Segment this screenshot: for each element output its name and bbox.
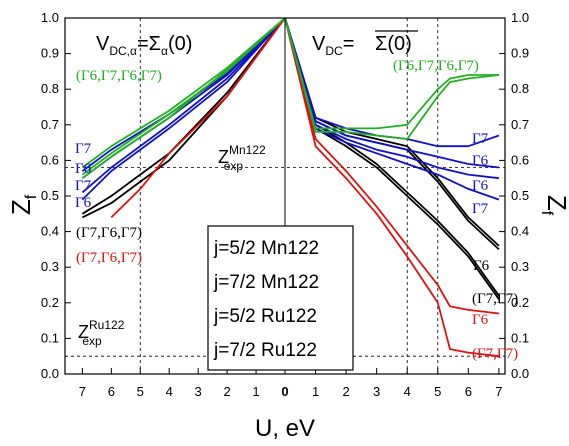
x-axis-title: U, eV bbox=[255, 415, 315, 442]
x-tick-label-left: 2 bbox=[223, 384, 230, 399]
x-tick-label-left: 0 bbox=[281, 384, 288, 399]
y-tick-label-left: 0.5 bbox=[41, 188, 59, 203]
y-tick-label-right: 0.2 bbox=[511, 295, 529, 310]
series-line-18 bbox=[284, 17, 500, 358]
series-line-6 bbox=[110, 17, 286, 219]
y-tick-label-left: 0.4 bbox=[41, 224, 59, 239]
y-tick-label-left: 0.2 bbox=[41, 295, 59, 310]
annotation-right: Γ6 bbox=[472, 312, 489, 328]
legend-entry: j=5/2 Mn122 bbox=[213, 238, 319, 259]
annotation-right: Γ6 bbox=[472, 153, 489, 169]
annotation-right: (Γ6,Γ7,Γ6,Γ7) bbox=[393, 58, 479, 74]
y-axis-title-left: Zf bbox=[6, 194, 40, 215]
x-tick-label-left: 3 bbox=[195, 384, 202, 399]
y-tick-label-left: 0.9 bbox=[41, 46, 59, 61]
y-tick-label-left: 0.7 bbox=[41, 117, 59, 132]
y-tick-label-right: 0.6 bbox=[511, 152, 529, 167]
x-tick-label-right: 4 bbox=[404, 384, 411, 399]
legend-box bbox=[207, 225, 354, 371]
x-tick-label-left: 5 bbox=[137, 384, 144, 399]
guide-lines bbox=[65, 18, 505, 374]
y-tick-label-right: 0.4 bbox=[511, 224, 529, 239]
annotation-left: (Γ7,Γ6,Γ7) bbox=[76, 225, 142, 241]
x-tick-label-right: 7 bbox=[495, 384, 502, 399]
y-tick-label-left: 0.8 bbox=[41, 81, 59, 96]
y-tick-label-right: 0.8 bbox=[511, 81, 529, 96]
x-tick-label-left: 7 bbox=[79, 384, 86, 399]
series-line-21 bbox=[284, 17, 500, 140]
series-line-15 bbox=[284, 17, 500, 169]
x-tick-label-left: 1 bbox=[252, 384, 259, 399]
annotation-left: (Γ6,Γ7,Γ6,Γ7) bbox=[76, 68, 162, 84]
y-axis-title-right: Zf bbox=[538, 195, 569, 216]
y-tick-label-right: 0.3 bbox=[511, 259, 529, 274]
series-line-16 bbox=[284, 17, 500, 180]
legend-entry: j=7/2 Ru122 bbox=[213, 340, 317, 361]
annotation-right: (Γ7,Γ7) bbox=[472, 346, 518, 362]
x-tick-label-left: 6 bbox=[108, 384, 115, 399]
x-tick-label-right: 1 bbox=[312, 384, 319, 399]
reference-label-mn122: ZMn122 exp bbox=[218, 143, 266, 173]
y-tick-label-left: 0.6 bbox=[41, 152, 59, 167]
y-tick-label-right: 0.1 bbox=[511, 330, 529, 345]
series-line-9 bbox=[81, 17, 286, 179]
x-tick-label-right: 2 bbox=[342, 384, 349, 399]
series-layer bbox=[81, 17, 500, 358]
y-tick-label-right: 0.9 bbox=[511, 46, 529, 61]
annotation-right: (Γ7,Γ7) bbox=[472, 291, 518, 307]
annotation-left: Γ7 bbox=[75, 141, 92, 157]
y-tick-label-right: 0.0 bbox=[511, 366, 529, 381]
panel-title-left: VDC,α=Σα(0) bbox=[96, 33, 192, 58]
y-tick-label-right: 1.0 bbox=[511, 10, 529, 25]
y-tick-label-left: 0.0 bbox=[41, 366, 59, 381]
reference-label-ru122: ZRu122 exp bbox=[78, 318, 125, 348]
y-tick-label-right: 0.7 bbox=[511, 117, 529, 132]
x-tick-label-left: 4 bbox=[166, 384, 173, 399]
series-line-20 bbox=[284, 17, 499, 130]
annotation-left: Γ7 bbox=[75, 178, 92, 194]
annotation-left: Γ6 bbox=[75, 195, 92, 211]
legend-entry: j=7/2 Mn122 bbox=[213, 272, 319, 293]
y-tick-label-left: 0.3 bbox=[41, 259, 59, 274]
x-tick-label-right: 3 bbox=[373, 384, 380, 399]
y-tick-label-right: 0.5 bbox=[511, 188, 529, 203]
annotation-right: Γ6 bbox=[473, 258, 490, 274]
x-tick-label-right: 5 bbox=[434, 384, 441, 399]
labels-layer: 0.0 0.0 0.1 0.1 0.2 0.2 0.3 0.3 0.4 0.4 0.5 0.5 0.6 0… bbox=[6, 10, 569, 442]
legend-entry: j=5/2 Ru122 bbox=[213, 306, 317, 327]
y-tick-label-left: 1.0 bbox=[41, 10, 59, 25]
panel-title-right-overline: Σ(0) bbox=[375, 33, 412, 55]
annotation-left: (Γ7,Γ6,Γ7) bbox=[76, 250, 142, 266]
annotation-left: Γ6 bbox=[75, 161, 92, 177]
series-line-19 bbox=[284, 17, 500, 315]
x-tick-label-right: 6 bbox=[465, 384, 472, 399]
annotation-right: Γ6 bbox=[472, 178, 489, 194]
panel-title-right: VDC= bbox=[312, 33, 354, 58]
series-line-17 bbox=[284, 17, 500, 201]
series-line-5 bbox=[81, 17, 286, 201]
series-line-3 bbox=[81, 17, 286, 194]
annotation-right: Γ7 bbox=[472, 201, 489, 217]
annotation-right: Γ7 bbox=[472, 131, 489, 147]
y-tick-label-left: 0.1 bbox=[41, 330, 59, 345]
